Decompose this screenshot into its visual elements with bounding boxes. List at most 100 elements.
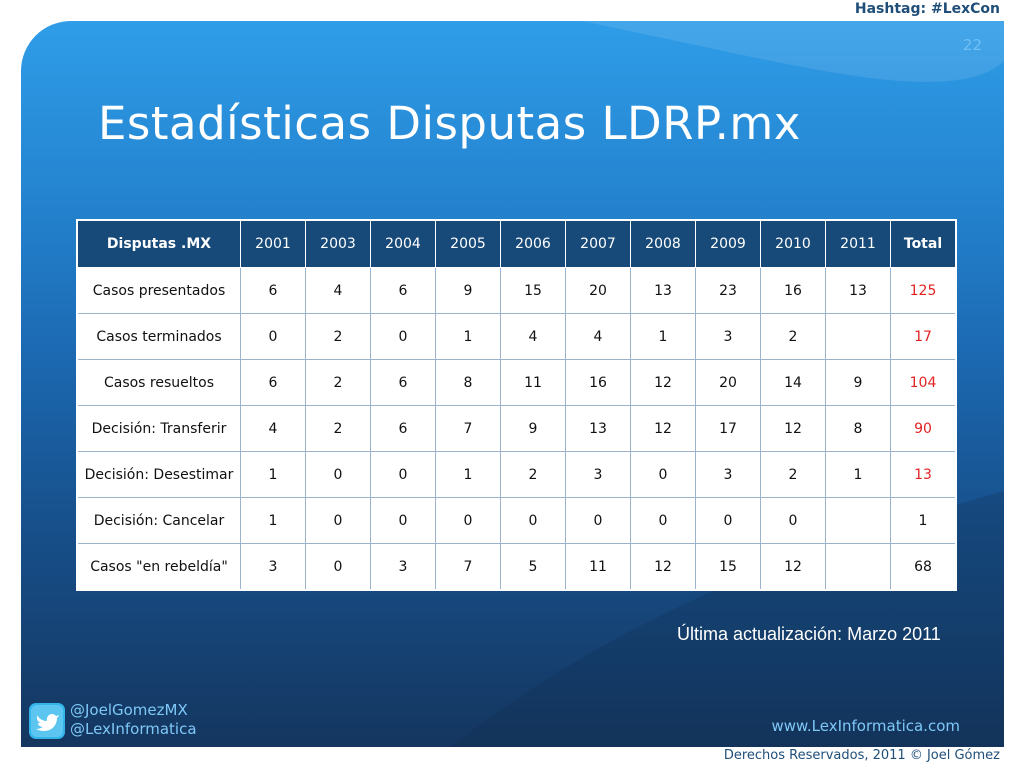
row-label: Decisión: Cancelar — [76, 497, 241, 544]
value-cell: 13 — [825, 267, 891, 314]
website-link[interactable]: www.LexInformatica.com — [771, 717, 960, 735]
social-handles: @JoelGomezMX @LexInformatica — [70, 701, 197, 739]
value-cell: 3 — [370, 543, 436, 591]
value-cell: 8 — [825, 405, 891, 452]
value-cell: 11 — [565, 543, 631, 591]
twitter-bird-icon — [29, 703, 65, 739]
value-cell: 12 — [760, 543, 826, 591]
value-cell: 2 — [500, 451, 566, 498]
year-header: 2010 — [760, 219, 826, 268]
value-cell: 16 — [760, 267, 826, 314]
year-header: 2003 — [305, 219, 371, 268]
hashtag-label: Hashtag: #LexCon — [854, 1, 1000, 17]
value-cell: 14 — [760, 359, 826, 406]
value-cell: 7 — [435, 405, 501, 452]
table-row: Casos terminados 0 2 0 1 4 4 1 3 2 17 — [76, 313, 957, 360]
value-cell: 23 — [695, 267, 761, 314]
value-cell: 12 — [630, 405, 696, 452]
value-cell: 20 — [695, 359, 761, 406]
value-cell: 9 — [500, 405, 566, 452]
value-cell — [825, 543, 891, 591]
table-row: Decisión: Transferir 4 2 6 7 9 13 12 17 … — [76, 405, 957, 452]
year-header: 2011 — [825, 219, 891, 268]
value-cell: 0 — [630, 497, 696, 544]
slide-canvas: 22 Estadísticas Disputas LDRP.mx Disputa… — [21, 21, 1004, 747]
value-cell: 13 — [565, 405, 631, 452]
value-cell: 0 — [435, 497, 501, 544]
value-cell: 16 — [565, 359, 631, 406]
value-cell: 2 — [760, 313, 826, 360]
header-label-cell: Disputas .MX — [76, 219, 241, 268]
total-cell: 1 — [890, 497, 957, 544]
value-cell: 9 — [435, 267, 501, 314]
value-cell: 12 — [630, 359, 696, 406]
year-header: 2005 — [435, 219, 501, 268]
value-cell: 2 — [305, 405, 371, 452]
value-cell: 5 — [500, 543, 566, 591]
value-cell: 6 — [370, 267, 436, 314]
copyright-notice: Derechos Reservados, 2011 © Joel Gómez — [723, 748, 1000, 763]
value-cell: 1 — [240, 497, 306, 544]
row-label: Decisión: Transferir — [76, 405, 241, 452]
value-cell: 0 — [240, 313, 306, 360]
year-header: 2008 — [630, 219, 696, 268]
value-cell: 20 — [565, 267, 631, 314]
total-cell: 90 — [890, 405, 957, 452]
value-cell: 0 — [370, 497, 436, 544]
value-cell: 3 — [695, 313, 761, 360]
value-cell: 2 — [305, 313, 371, 360]
value-cell: 1 — [825, 451, 891, 498]
value-cell — [825, 313, 891, 360]
slide-number: 22 — [962, 36, 982, 54]
year-header: 2006 — [500, 219, 566, 268]
value-cell: 1 — [435, 313, 501, 360]
total-cell: 13 — [890, 451, 957, 498]
value-cell: 4 — [240, 405, 306, 452]
total-header: Total — [890, 219, 957, 268]
value-cell: 1 — [240, 451, 306, 498]
row-label: Decisión: Desestimar — [76, 451, 241, 498]
value-cell: 4 — [565, 313, 631, 360]
total-cell: 125 — [890, 267, 957, 314]
value-cell: 1 — [435, 451, 501, 498]
value-cell: 3 — [695, 451, 761, 498]
value-cell: 4 — [500, 313, 566, 360]
value-cell: 0 — [305, 451, 371, 498]
total-cell: 104 — [890, 359, 957, 406]
value-cell: 9 — [825, 359, 891, 406]
year-header: 2007 — [565, 219, 631, 268]
table-row: Casos resueltos 6 2 6 8 11 16 12 20 14 9… — [76, 359, 957, 406]
value-cell: 6 — [370, 405, 436, 452]
twitter-handle-company[interactable]: @LexInformatica — [70, 720, 197, 738]
value-cell: 3 — [565, 451, 631, 498]
value-cell: 8 — [435, 359, 501, 406]
value-cell: 7 — [435, 543, 501, 591]
value-cell: 0 — [305, 543, 371, 591]
value-cell: 15 — [695, 543, 761, 591]
row-label: Casos presentados — [76, 267, 241, 314]
value-cell: 0 — [500, 497, 566, 544]
value-cell: 6 — [370, 359, 436, 406]
disputes-table: Disputas .MX 2001 2003 2004 2005 2006 20… — [76, 219, 957, 591]
value-cell: 2 — [305, 359, 371, 406]
twitter-handle-personal[interactable]: @JoelGomezMX — [70, 701, 188, 719]
table-row: Decisión: Desestimar 1 0 0 1 2 3 0 3 2 1… — [76, 451, 957, 498]
row-label: Casos terminados — [76, 313, 241, 360]
value-cell: 2 — [760, 451, 826, 498]
value-cell: 0 — [305, 497, 371, 544]
total-cell: 17 — [890, 313, 957, 360]
table-row: Casos "en rebeldía" 3 0 3 7 5 11 12 15 1… — [76, 543, 957, 591]
table-row: Casos presentados 6 4 6 9 15 20 13 23 16… — [76, 267, 957, 314]
value-cell: 15 — [500, 267, 566, 314]
value-cell: 0 — [760, 497, 826, 544]
value-cell: 3 — [240, 543, 306, 591]
value-cell: 13 — [630, 267, 696, 314]
total-cell: 68 — [890, 543, 957, 591]
last-update-note: Última actualización: Marzo 2011 — [677, 624, 941, 644]
value-cell: 12 — [760, 405, 826, 452]
value-cell: 11 — [500, 359, 566, 406]
value-cell: 0 — [630, 451, 696, 498]
value-cell — [825, 497, 891, 544]
value-cell: 12 — [630, 543, 696, 591]
value-cell: 6 — [240, 267, 306, 314]
